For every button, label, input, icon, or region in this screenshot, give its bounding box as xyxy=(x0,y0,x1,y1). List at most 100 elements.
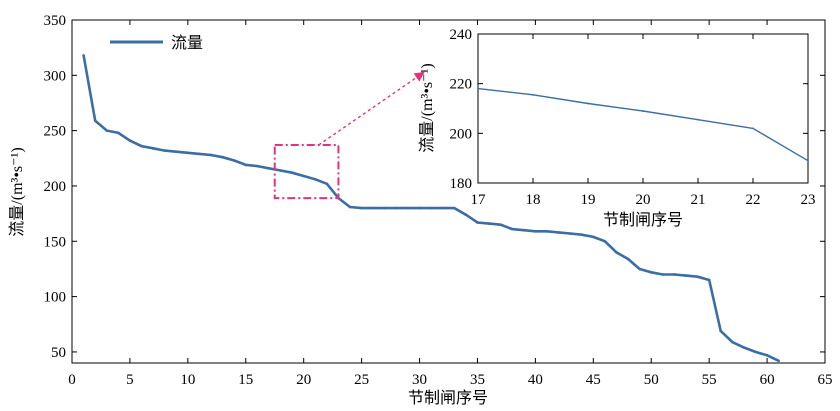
main-y-tick-label: 200 xyxy=(44,179,67,195)
main-data-point xyxy=(163,149,166,152)
main-data-point xyxy=(348,205,352,209)
inset-plot: 17 18 19 20 21 22 23 180 200 220 240 节制闸序号 流量/(m³… xyxy=(418,27,816,229)
main-y-axis-label: 流量/(m³•s⁻¹) xyxy=(8,147,26,236)
inset-x-tick-label: 17 xyxy=(471,192,487,208)
main-data-point xyxy=(325,182,329,186)
inset-y-tick-label: 240 xyxy=(450,27,473,43)
inset-x-tick-label: 21 xyxy=(691,192,706,208)
main-data-point xyxy=(360,206,363,210)
inset-y-ticks: 180 200 220 240 xyxy=(450,27,808,192)
main-data-point xyxy=(418,206,421,210)
main-data-point xyxy=(395,206,398,210)
main-x-tick-label: 35 xyxy=(470,372,485,388)
main-y-tick-label: 300 xyxy=(44,68,67,84)
main-x-tick-label: 55 xyxy=(702,372,717,388)
main-data-point xyxy=(557,231,560,234)
main-data-point xyxy=(638,267,641,271)
main-data-point xyxy=(105,129,109,132)
main-data-point xyxy=(209,153,213,157)
zoom-arrow xyxy=(318,71,425,146)
main-data-point xyxy=(742,346,746,349)
main-data-point xyxy=(198,152,201,156)
main-data-point xyxy=(244,163,248,167)
inset-y-tick-label: 180 xyxy=(450,176,473,192)
main-data-point xyxy=(545,230,549,233)
main-x-tick-label: 0 xyxy=(68,372,76,388)
main-data-point xyxy=(140,144,143,148)
inset-x-tick-label: 20 xyxy=(636,192,651,208)
main-x-tick-label: 15 xyxy=(238,372,253,388)
main-data-point xyxy=(661,273,665,276)
inset-data-point xyxy=(532,93,534,96)
legend: 流量 xyxy=(110,34,203,52)
inset-y-tick-label: 220 xyxy=(450,77,473,93)
main-data-point xyxy=(499,223,502,226)
inset-data-point xyxy=(752,127,754,130)
main-data-point xyxy=(429,206,433,210)
main-x-axis-label: 节制闸序号 xyxy=(408,389,488,407)
main-data-point xyxy=(151,147,155,150)
main-data-point xyxy=(476,221,479,224)
main-data-point xyxy=(580,233,584,236)
main-data-point xyxy=(731,340,734,344)
main-data-point xyxy=(174,150,178,153)
main-data-point xyxy=(534,230,537,233)
main-x-tick-label: 30 xyxy=(412,372,427,388)
main-data-point xyxy=(93,119,97,122)
main-plot: 0 5 10 15 20 25 30 35 40 45 50 55 60 65 50 100 150 200 25… xyxy=(8,13,833,407)
main-data-point xyxy=(452,206,456,210)
main-data-point xyxy=(290,171,294,174)
main-data-point xyxy=(279,169,282,172)
legend-label: 流量 xyxy=(171,34,203,52)
main-data-point xyxy=(592,235,595,239)
main-data-point xyxy=(568,232,572,235)
main-data-point xyxy=(707,278,711,282)
main-x-tick-label: 40 xyxy=(528,372,543,388)
main-data-point xyxy=(765,353,769,357)
main-data-point xyxy=(603,239,607,243)
inset-data-point xyxy=(642,110,644,112)
main-data-point xyxy=(186,151,190,155)
main-series-points xyxy=(82,54,780,363)
main-data-point xyxy=(383,206,387,210)
main-data-point xyxy=(522,228,526,232)
main-data-point xyxy=(615,251,618,254)
main-data-point xyxy=(128,139,132,142)
main-data-point xyxy=(302,174,305,178)
main-data-point xyxy=(371,206,375,210)
main-data-point xyxy=(117,131,120,135)
main-data-point xyxy=(777,359,780,363)
inset-x-tick-label: 19 xyxy=(581,192,596,208)
main-plot-frame xyxy=(71,19,826,364)
main-data-point xyxy=(626,257,630,261)
main-data-point xyxy=(406,206,410,210)
zoom-highlight-box xyxy=(273,144,340,200)
inset-x-axis-label: 节制闸序号 xyxy=(603,211,683,229)
main-x-tick-label: 5 xyxy=(126,372,134,388)
inset-data-point xyxy=(587,102,589,105)
main-data-point xyxy=(696,275,699,278)
main-x-tick-label: 60 xyxy=(760,372,775,388)
main-data-point xyxy=(464,213,468,217)
main-y-tick-label: 150 xyxy=(44,234,67,250)
main-data-point xyxy=(510,227,514,231)
main-data-point xyxy=(221,155,224,159)
main-data-point xyxy=(673,273,676,276)
inset-y-tick-label: 200 xyxy=(450,126,473,142)
main-x-tick-label: 50 xyxy=(644,372,659,388)
inset-series-points xyxy=(477,87,809,162)
main-y-tick-label: 50 xyxy=(51,345,66,361)
main-x-ticks: 0 5 10 15 20 25 30 35 40 45 50 55 60 65 xyxy=(68,20,833,388)
main-data-point xyxy=(487,222,491,225)
main-data-point xyxy=(649,270,653,274)
main-y-tick-label: 350 xyxy=(44,13,67,29)
main-data-point xyxy=(719,329,723,333)
inset-data-point xyxy=(477,87,479,90)
inset-data-point xyxy=(807,159,809,162)
inset-x-tick-label: 23 xyxy=(801,192,816,208)
main-x-tick-label: 25 xyxy=(354,372,369,388)
inset-plot-frame xyxy=(477,33,809,184)
main-data-point xyxy=(754,350,757,354)
inset-x-tick-label: 22 xyxy=(746,192,761,208)
